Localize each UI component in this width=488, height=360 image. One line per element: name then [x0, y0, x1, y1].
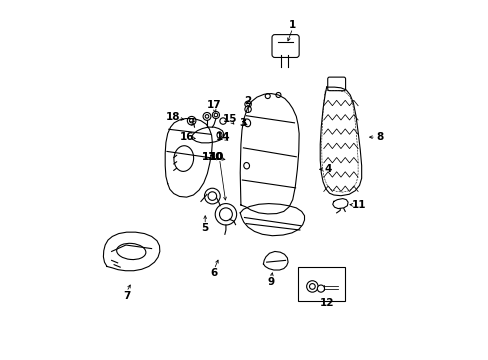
- Text: 7: 7: [122, 291, 130, 301]
- FancyBboxPatch shape: [271, 35, 299, 58]
- Text: 13: 13: [201, 152, 216, 162]
- Text: 1: 1: [288, 19, 296, 30]
- Text: 8: 8: [376, 132, 383, 142]
- Text: 18: 18: [165, 112, 180, 122]
- Text: 11: 11: [351, 200, 366, 210]
- FancyBboxPatch shape: [327, 77, 345, 91]
- Circle shape: [187, 116, 196, 125]
- Circle shape: [204, 188, 220, 204]
- Text: 15: 15: [223, 114, 237, 124]
- Text: 14: 14: [215, 132, 230, 142]
- Circle shape: [205, 114, 208, 118]
- Text: 4: 4: [324, 164, 331, 174]
- Text: 6: 6: [210, 268, 217, 278]
- Text: 9: 9: [267, 277, 274, 287]
- Ellipse shape: [174, 146, 193, 171]
- Text: 16: 16: [180, 132, 194, 142]
- Circle shape: [207, 192, 216, 201]
- Ellipse shape: [244, 119, 250, 127]
- Circle shape: [220, 118, 226, 124]
- Circle shape: [317, 285, 324, 292]
- Text: 5: 5: [201, 223, 208, 233]
- Circle shape: [219, 208, 232, 221]
- Circle shape: [309, 284, 315, 289]
- Ellipse shape: [244, 162, 249, 169]
- Text: 10: 10: [209, 152, 224, 162]
- Text: 10: 10: [208, 152, 223, 162]
- Ellipse shape: [117, 243, 145, 260]
- Text: 2: 2: [244, 96, 251, 107]
- Ellipse shape: [217, 132, 222, 138]
- Circle shape: [215, 203, 236, 225]
- Circle shape: [189, 118, 193, 123]
- Circle shape: [306, 281, 317, 292]
- Text: 12: 12: [319, 298, 333, 308]
- Circle shape: [212, 111, 219, 118]
- Circle shape: [203, 112, 210, 120]
- Circle shape: [214, 113, 217, 117]
- Text: 17: 17: [206, 100, 221, 110]
- Text: 3: 3: [239, 118, 246, 128]
- Circle shape: [244, 101, 251, 108]
- Text: 13: 13: [201, 152, 216, 162]
- Circle shape: [244, 106, 251, 112]
- Circle shape: [264, 94, 270, 99]
- Circle shape: [275, 93, 281, 98]
- Bar: [298, 267, 344, 301]
